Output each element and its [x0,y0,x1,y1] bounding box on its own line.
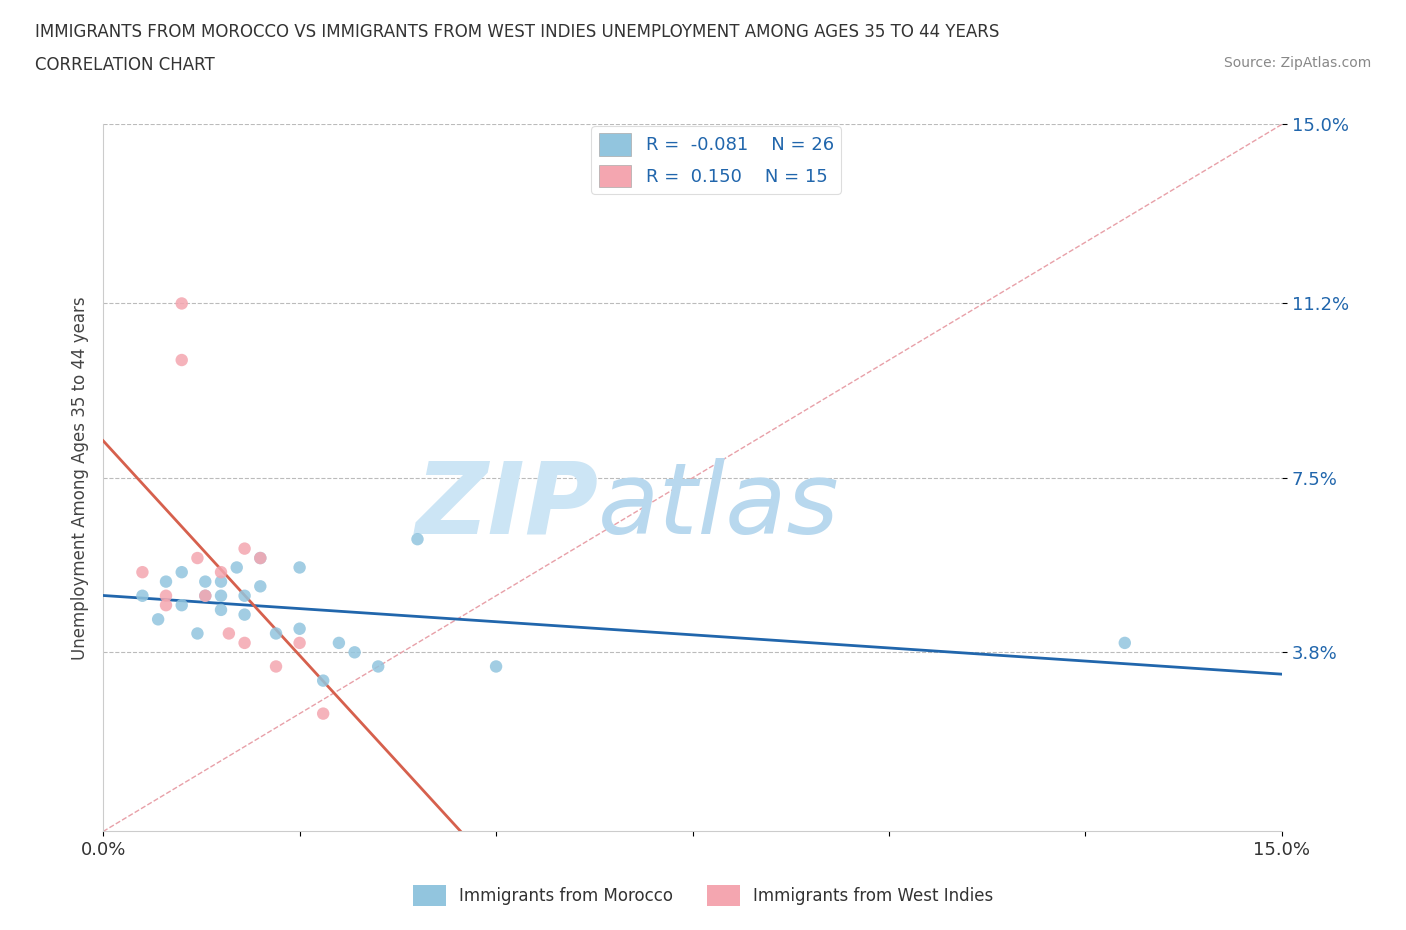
Point [186,626,208,641]
Point [209,603,232,618]
Point [131,565,153,579]
Legend: Immigrants from Morocco, Immigrants from West Indies: Immigrants from Morocco, Immigrants from… [406,879,1000,912]
Point [233,589,256,604]
Point [225,560,247,575]
Point [367,659,389,674]
Text: Source: ZipAtlas.com: Source: ZipAtlas.com [1223,56,1371,70]
Point [249,551,271,565]
Point [264,626,287,641]
Text: atlas: atlas [598,458,839,554]
Text: CORRELATION CHART: CORRELATION CHART [35,56,215,73]
Legend: R =  -0.081    N = 26, R =  0.150    N = 15: R = -0.081 N = 26, R = 0.150 N = 15 [592,126,841,193]
Point [249,551,271,565]
Point [209,565,232,579]
Point [170,352,193,367]
Point [170,565,193,579]
Point [209,574,232,589]
Point [485,659,508,674]
Point [194,589,217,604]
Point [328,635,350,650]
Point [288,621,311,636]
Point [209,589,232,604]
Point [155,598,177,613]
Point [146,612,169,627]
Point [155,574,177,589]
Point [406,532,429,547]
Point [264,659,287,674]
Point [186,551,208,565]
Point [233,607,256,622]
Point [155,589,177,604]
Point [312,673,335,688]
Point [131,589,153,604]
Point [170,296,193,311]
Text: IMMIGRANTS FROM MOROCCO VS IMMIGRANTS FROM WEST INDIES UNEMPLOYMENT AMONG AGES 3: IMMIGRANTS FROM MOROCCO VS IMMIGRANTS FR… [35,23,1000,41]
Point [233,635,256,650]
Point [218,626,240,641]
Point [343,644,366,659]
Point [288,560,311,575]
Y-axis label: Unemployment Among Ages 35 to 44 years: Unemployment Among Ages 35 to 44 years [72,296,89,659]
Point [170,598,193,613]
Point [233,541,256,556]
Point [1114,635,1136,650]
Point [194,589,217,604]
Point [249,578,271,593]
Text: ZIP: ZIP [415,458,598,554]
Point [288,635,311,650]
Point [312,706,335,721]
Point [194,574,217,589]
